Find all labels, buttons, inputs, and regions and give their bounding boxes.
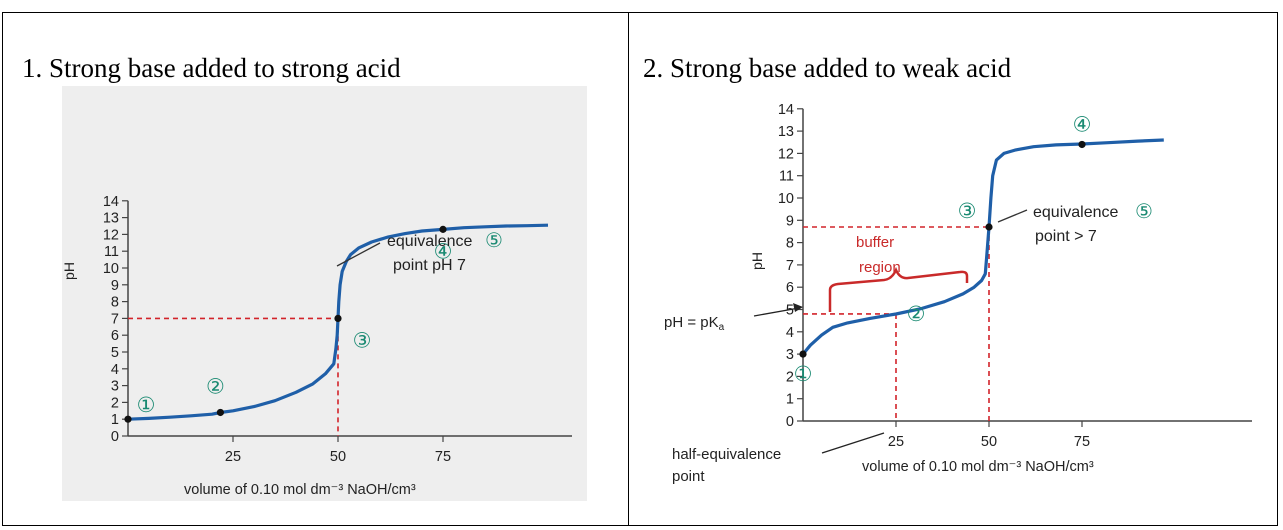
point-number-label: ③ bbox=[353, 329, 372, 352]
equivalence-leader-line-1 bbox=[336, 242, 381, 267]
y-tick-label: 4 bbox=[786, 325, 794, 341]
y-tick-label: 12 bbox=[103, 227, 119, 243]
chart-1-annotation-equivalence-symbol: ⑤ bbox=[485, 230, 503, 252]
y-tick-label: 1 bbox=[111, 412, 119, 428]
data-point-marker bbox=[216, 408, 224, 417]
equivalence-leader-line-2 bbox=[997, 209, 1028, 223]
x-tick-label: 50 bbox=[981, 434, 997, 450]
chart-1-background bbox=[62, 86, 587, 501]
chart-2-points: ① ② ③ ④ bbox=[794, 113, 1092, 386]
chart-2-annotation-point: point > 7 bbox=[1035, 228, 1097, 245]
y-tick-label: 13 bbox=[778, 124, 794, 140]
region-label: region bbox=[859, 259, 901, 276]
chart-2-y-axis-label: pH bbox=[749, 252, 765, 270]
panel-2-title: 2. Strong base added to weak acid bbox=[643, 53, 1012, 83]
chart-2-reference-lines bbox=[803, 226, 990, 421]
y-tick-label: 8 bbox=[786, 236, 794, 252]
data-point-marker bbox=[124, 415, 132, 423]
y-tick-label: 14 bbox=[103, 194, 119, 210]
y-tick-label: 10 bbox=[778, 191, 794, 207]
chart-2-curve bbox=[801, 138, 1164, 356]
y-tick-label: 2 bbox=[786, 369, 794, 385]
x-tick-label: 25 bbox=[888, 434, 904, 450]
point-number-label: ② bbox=[206, 375, 225, 398]
buffer-label: buffer bbox=[856, 234, 894, 251]
chart-1-annotation-equivalence: equivalence bbox=[387, 233, 473, 250]
y-tick-label: 5 bbox=[111, 345, 119, 361]
pka-arrow-head bbox=[793, 303, 803, 312]
y-tick-label: 9 bbox=[111, 278, 119, 294]
chart-2-x-axis-label: volume of 0.10 mol dm⁻³ NaOH/cm³ bbox=[862, 459, 1094, 475]
x-tick-label: 75 bbox=[435, 449, 451, 465]
outer-frame bbox=[2, 12, 1278, 526]
y-tick-label: 1 bbox=[786, 392, 794, 408]
point-number-label: ④ bbox=[434, 240, 453, 263]
x-tick-label: 50 bbox=[330, 449, 346, 465]
pka-arrow-line bbox=[753, 307, 800, 317]
point-number-label: ① bbox=[137, 394, 156, 417]
buffer-region-brace bbox=[828, 266, 969, 312]
chart-1-y-axis-label: pH bbox=[62, 262, 77, 280]
y-tick-label: 11 bbox=[779, 169, 794, 185]
data-point-marker bbox=[985, 223, 993, 231]
data-point-marker bbox=[334, 314, 342, 322]
y-tick-label: 8 bbox=[111, 295, 119, 311]
chart-1-points: ① ② ③ ④ bbox=[124, 225, 453, 423]
y-tick-label: 7 bbox=[786, 258, 794, 274]
y-tick-label: 4 bbox=[111, 362, 119, 378]
pka-label: pH = pKa bbox=[664, 314, 725, 333]
chart-2-annotation-equivalence: equivalence bbox=[1033, 204, 1119, 221]
y-tick-label: 5 bbox=[786, 303, 794, 319]
x-tick-label: 25 bbox=[225, 449, 241, 465]
data-point-marker bbox=[439, 225, 447, 233]
chart-1-x-axis-label: volume of 0.10 mol dm⁻³ NaOH/cm³ bbox=[184, 482, 416, 498]
data-point-marker bbox=[1078, 140, 1086, 149]
y-tick-label: 3 bbox=[786, 347, 794, 363]
panel-1-title: 1. Strong base added to strong acid bbox=[22, 53, 401, 83]
y-tick-label: 0 bbox=[111, 429, 119, 445]
y-tick-label: 12 bbox=[778, 146, 794, 162]
point-number-label: ④ bbox=[1073, 113, 1092, 136]
y-tick-label: 14 bbox=[778, 102, 794, 118]
y-tick-label: 10 bbox=[103, 261, 119, 277]
point-number-label: ② bbox=[907, 303, 926, 326]
chart-2-annotation-equivalence-symbol: ⑤ bbox=[1135, 201, 1153, 223]
half-equivalence-point-label: point bbox=[672, 468, 705, 485]
x-tick-label: 75 bbox=[1074, 434, 1090, 450]
half-equivalence-leader-line bbox=[821, 432, 885, 454]
panel-divider bbox=[628, 12, 629, 526]
point-number-label: ③ bbox=[958, 200, 977, 223]
y-tick-label: 6 bbox=[111, 328, 119, 344]
y-tick-label: 7 bbox=[111, 311, 119, 327]
y-tick-label: 2 bbox=[111, 395, 119, 411]
point-number-label: ① bbox=[794, 363, 813, 386]
y-tick-label: 3 bbox=[111, 379, 119, 395]
chart-1-annotation-point: point pH 7 bbox=[393, 257, 466, 274]
data-point-marker bbox=[799, 350, 807, 358]
y-tick-label: 6 bbox=[786, 280, 794, 296]
y-tick-label: 0 bbox=[786, 414, 794, 430]
half-equivalence-label: half-equivalence bbox=[672, 446, 781, 463]
y-tick-label: 9 bbox=[786, 213, 794, 229]
y-tick-label: 11 bbox=[104, 244, 119, 260]
y-tick-label: 13 bbox=[103, 211, 119, 227]
